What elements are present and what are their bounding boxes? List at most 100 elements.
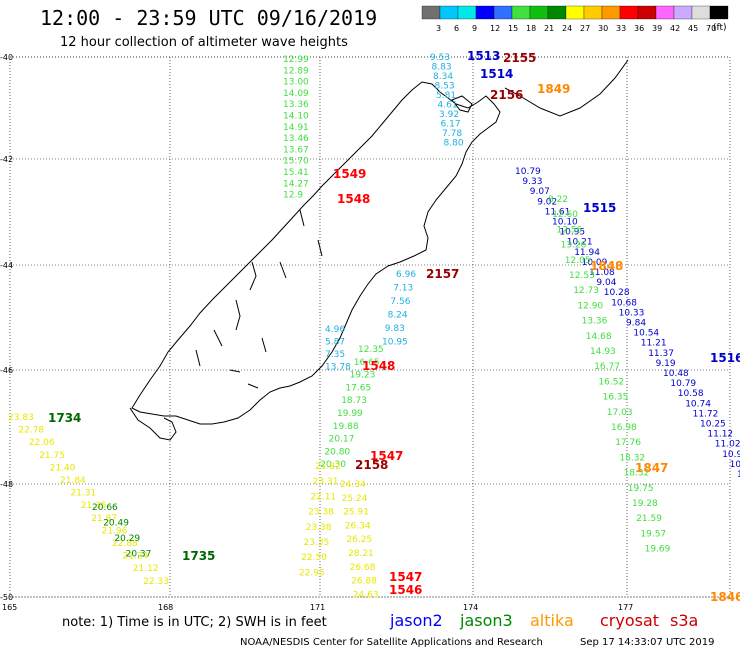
swh-value: 12.89 bbox=[283, 66, 309, 76]
legend-label: 12 bbox=[490, 24, 500, 33]
legend-swatch bbox=[565, 5, 585, 20]
swh-value: 21.82 bbox=[315, 462, 341, 472]
swh-value: 4.61 bbox=[438, 101, 458, 111]
swh-value: 13.36 bbox=[283, 100, 309, 110]
legend-label: 18 bbox=[526, 24, 536, 33]
swh-value: 21.96 bbox=[102, 526, 128, 536]
pass-time: 1547 bbox=[370, 449, 403, 463]
swh-value: 10.21 bbox=[567, 238, 593, 248]
swh-value: 11.12 bbox=[707, 430, 733, 440]
swh-value: 13.36 bbox=[582, 317, 608, 327]
lat-label: -44 bbox=[0, 261, 13, 270]
swh-value: 12.99 bbox=[283, 55, 309, 65]
swh-value: 14.09 bbox=[283, 89, 309, 99]
swh-value: 10.68 bbox=[611, 298, 637, 308]
pass-time: 1848 bbox=[590, 259, 623, 273]
legend-label: 9 bbox=[472, 24, 477, 33]
legend-label: 39 bbox=[652, 24, 662, 33]
swh-value: 20.80 bbox=[324, 447, 350, 457]
legend-swatch bbox=[439, 5, 459, 20]
swh-value: 11.44 bbox=[737, 470, 740, 480]
swh-value: 24.63 bbox=[353, 590, 379, 600]
swh-value: 13.67 bbox=[283, 145, 309, 155]
legend-swatch bbox=[529, 5, 549, 20]
legend-unit: (ft) bbox=[713, 23, 727, 33]
lat-label: -42 bbox=[0, 155, 13, 164]
satellite-name: jason3 bbox=[459, 611, 513, 630]
swh-value: 21.40 bbox=[50, 463, 76, 473]
swh-value: 20.30 bbox=[320, 460, 346, 470]
swh-value: 9.19 bbox=[656, 359, 676, 369]
swh-value: 18.32 bbox=[624, 469, 650, 479]
swh-value: 20.49 bbox=[103, 519, 129, 529]
swh-value: 5.81 bbox=[436, 91, 456, 101]
swh-value: 16.52 bbox=[598, 377, 624, 387]
swh-value: 21.87 bbox=[91, 514, 117, 524]
legend-swatch bbox=[691, 5, 711, 20]
swh-value: 12.9 bbox=[283, 191, 303, 201]
pass-time: 1515 bbox=[583, 201, 616, 215]
swh-value: 22.88 bbox=[112, 539, 138, 549]
pass-time: 2157 bbox=[426, 267, 459, 281]
swh-value: 8.34 bbox=[433, 72, 453, 82]
swh-value: 9.53 bbox=[430, 53, 450, 63]
pass-time: 1849 bbox=[537, 82, 570, 96]
swh-value: 21.84 bbox=[60, 476, 86, 486]
swh-value: 9.07 bbox=[530, 187, 550, 197]
swh-value: 10.10 bbox=[552, 218, 578, 228]
lat-label: -46 bbox=[0, 366, 13, 375]
note-text: note: 1) Time is in UTC; 2) SWH is in fe… bbox=[62, 615, 327, 630]
swh-value: 14.68 bbox=[586, 332, 612, 342]
swh-value: 10.91 bbox=[722, 450, 740, 460]
coastline bbox=[129, 59, 629, 441]
pass-time: 1513 bbox=[467, 49, 500, 63]
swh-value: 13.00 bbox=[283, 78, 309, 88]
pass-time: 1847 bbox=[635, 461, 668, 475]
legend-swatch bbox=[637, 5, 657, 20]
swh-value: 23.38 bbox=[308, 508, 334, 518]
swh-value: 15.70 bbox=[283, 157, 309, 167]
swh-value: 26.68 bbox=[350, 563, 376, 573]
swh-value: 12.05 bbox=[565, 256, 591, 266]
swh-value: 21.31 bbox=[70, 489, 96, 499]
swh-value: 19.88 bbox=[333, 422, 359, 432]
swh-value: 11.02 bbox=[715, 440, 740, 450]
swh-value: 9.84 bbox=[626, 319, 646, 329]
pass-time: 1548 bbox=[337, 192, 370, 206]
swh-value: 24.34 bbox=[340, 480, 366, 490]
swh-value: 11.37 bbox=[648, 349, 674, 359]
lat-label: -48 bbox=[0, 480, 13, 489]
legend-swatch bbox=[493, 5, 513, 20]
swh-value: 10.74 bbox=[685, 399, 711, 409]
swh-value: 17.03 bbox=[607, 408, 633, 418]
lon-label: 177 bbox=[618, 603, 633, 612]
legend-label: 45 bbox=[688, 24, 698, 33]
swh-value: 25.91 bbox=[343, 508, 369, 518]
swh-value: 10.79 bbox=[670, 379, 696, 389]
legend-swatch bbox=[655, 5, 675, 20]
pass-time: 2158 bbox=[355, 458, 388, 472]
swh-value: 12.60 bbox=[552, 210, 578, 220]
swh-value: 10.25 bbox=[700, 420, 726, 430]
satellite-name: jason2 bbox=[389, 611, 443, 630]
swh-value: 16.77 bbox=[594, 362, 620, 372]
swh-value: 12.56 bbox=[556, 225, 582, 235]
swh-value: 16.65 bbox=[354, 358, 380, 368]
legend-label: 42 bbox=[670, 24, 680, 33]
swh-value: 6.17 bbox=[441, 120, 461, 130]
legend-label: 33 bbox=[616, 24, 626, 33]
pass-time: 2156 bbox=[490, 88, 523, 102]
pass-time: 1734 bbox=[48, 411, 81, 425]
swh-value: 19.57 bbox=[640, 529, 666, 539]
swh-value: 14.91 bbox=[283, 123, 309, 133]
footer-timestamp: Sep 17 14:33:07 UTC 2019 bbox=[580, 637, 714, 648]
legend-label: 27 bbox=[580, 24, 590, 33]
swh-value: 9.33 bbox=[522, 177, 542, 187]
graticule bbox=[10, 56, 730, 598]
satellite-name: s3a bbox=[670, 611, 698, 630]
swh-value: 19.23 bbox=[350, 371, 376, 381]
pass-time-labels: 1513 2155 1514 1849 2156 1549 1548 1515 2157 1848… bbox=[48, 49, 740, 604]
swh-value: 8.22 bbox=[548, 195, 568, 205]
lon-label: 171 bbox=[310, 603, 325, 612]
swh-value: 7.78 bbox=[442, 129, 462, 139]
